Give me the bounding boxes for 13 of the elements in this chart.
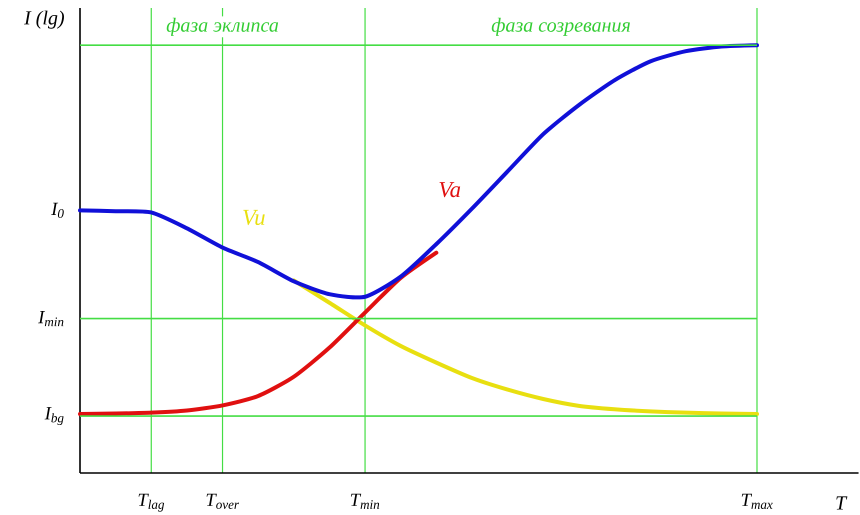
ref-line-label: I$_{bg}$ xyxy=(44,407,64,426)
x-tick-label: T$_{over}$ xyxy=(206,494,240,509)
text: Vu xyxy=(243,210,265,226)
text: I$_{0}$ xyxy=(51,202,64,218)
x-tick-label: T$_{max}$ xyxy=(742,494,773,509)
text: фаза созревания xyxy=(492,18,630,36)
text: Va xyxy=(440,182,460,198)
x-tick-label: T$_{lag}$ xyxy=(138,494,164,512)
x-axis-title: T xyxy=(836,496,848,510)
x-tick-label: T$_{min}$ xyxy=(350,494,380,509)
text: фаза эклипса xyxy=(166,18,278,36)
y-axis-title: I (lg) xyxy=(24,10,64,29)
ref-line-label: I$_{min}$ xyxy=(38,311,64,326)
